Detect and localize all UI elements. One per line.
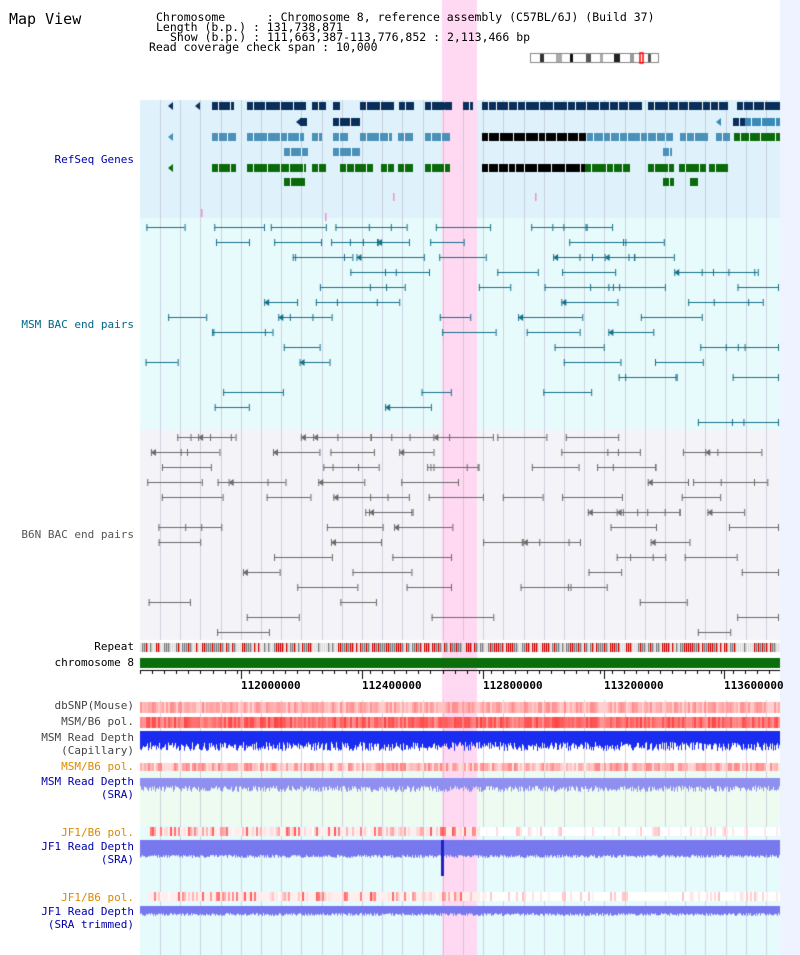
axis-tick-label: 113200000 <box>604 679 664 692</box>
track-label-jf1-pol-2: JF1/B6 pol. <box>61 891 134 904</box>
track-label-repeat: Repeat <box>94 640 134 653</box>
track-label-jf1-depth-trim: JF1 Read Depth (SRA trimmed) <box>41 905 134 931</box>
axis-tick-label: 112800000 <box>483 679 543 692</box>
chromosome-info: Chromosome : Chromosome 8, reference ass… <box>156 10 655 24</box>
track-label-jf1-depth-sra: JF1 Read Depth (SRA) <box>41 840 134 866</box>
track-label-dbsnp: dbSNP(Mouse) <box>54 699 134 712</box>
coverage-info: Read coverage check span : 10,000 <box>149 40 378 54</box>
axis-tick-label: 112000000 <box>241 679 301 692</box>
chromosome-ideogram[interactable] <box>529 52 659 64</box>
track-label-refseq[interactable]: RefSeq Genes <box>54 153 134 166</box>
length-info: Length (b.p.) : 131,738,871 <box>156 20 343 34</box>
track-label-msm-bac[interactable]: MSM BAC end pairs <box>21 318 134 331</box>
track-label-msm-depth-sra: MSM Read Depth (SRA) <box>41 775 134 801</box>
track-label-b6n-bac[interactable]: B6N BAC end pairs <box>21 528 134 541</box>
track-label-jf1-pol: JF1/B6 pol. <box>61 826 134 839</box>
show-info: Show (b.p.) : 111,663,387-113,776,852 : … <box>170 30 531 44</box>
track-label-chromosome: chromosome 8 <box>54 656 134 669</box>
axis-tick-label: 112400000 <box>362 679 422 692</box>
track-label-msm-depth-cap: MSM Read Depth (Capillary) <box>41 731 134 757</box>
track-label-msm-b6-pol: MSM/B6 pol. <box>61 715 134 728</box>
axis-tick-label: 113600000 <box>724 679 784 692</box>
map-view-title: Map View <box>9 10 82 28</box>
track-label-msm-b6-pol-2: MSM/B6 pol. <box>61 760 134 773</box>
